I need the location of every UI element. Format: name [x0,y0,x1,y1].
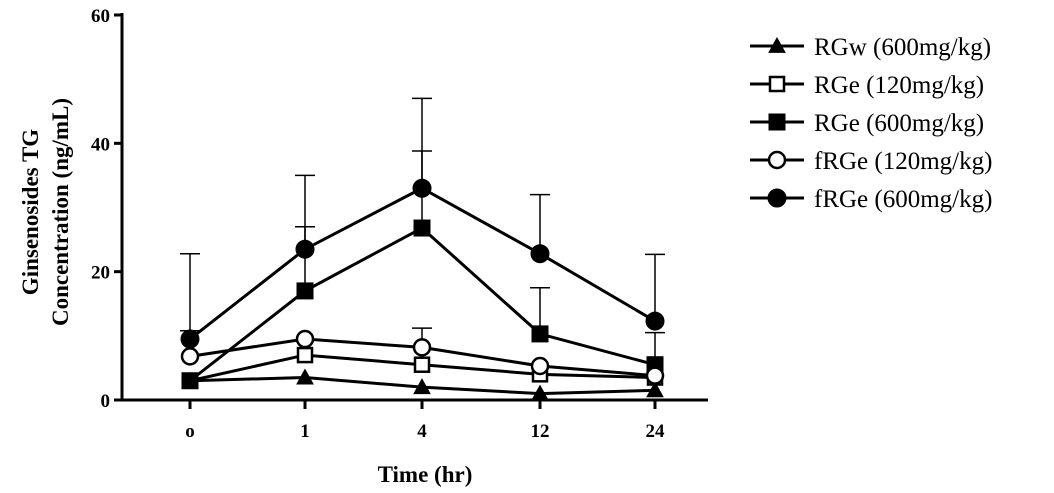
y-axis-title-line-2: Concentration (ng/mL) [48,98,73,326]
data-point [296,368,314,385]
data-point [295,329,315,349]
legend-marker [768,113,786,131]
legend-item: fRGe (120mg/kg) [750,148,992,175]
data-point [181,372,199,390]
legend-marker [768,75,786,93]
legend-label: RGe (600mg/kg) [814,110,984,137]
x-tick-label: 1 [300,421,310,442]
data-point [645,366,665,385]
y-tick-label: 0 [101,391,111,412]
data-point [296,282,314,300]
data-point [296,346,314,364]
y-tick-label: 20 [91,263,110,284]
data-point [180,329,200,349]
data-point [295,239,315,259]
data-point [531,384,549,401]
plot-area: 0 20 40 60 o 1 4 12 24 [91,6,708,442]
data-point [530,244,550,264]
y-tick-label: 60 [91,6,110,27]
data-point [413,356,431,373]
x-tick-label: 12 [531,421,550,442]
data-point [412,338,432,357]
legend-label: fRGe (600mg/kg) [814,186,992,213]
legend-item: RGe (120mg/kg) [750,72,984,99]
legend-marker [767,188,787,208]
data-point [530,356,550,376]
data-point [645,311,665,331]
legend-item: RGe (600mg/kg) [750,110,984,137]
y-axis-title-line-1: Ginsenosides TG [18,129,43,295]
x-tick-label: 4 [417,421,427,442]
data-point [646,381,664,398]
data-point [412,178,432,198]
legend-label: RGe (120mg/kg) [814,72,984,99]
data-point [413,378,431,395]
data-point [180,347,200,366]
x-tick-label: 24 [646,421,666,442]
x-axis-title: Time (hr) [378,462,473,487]
x-tick-label: o [185,421,195,442]
legend-label: RGw (600mg/kg) [814,34,991,61]
legend-marker [768,36,786,53]
legend-item: RGw (600mg/kg) [750,34,991,61]
legend-label: fRGe (120mg/kg) [814,148,992,175]
legend: RGw (600mg/kg) RGe (120mg/kg) RGe (600mg/k… [750,34,992,213]
legend-item: fRGe (600mg/kg) [750,186,992,213]
data-point [531,325,549,343]
y-axis-title: Ginsenosides TG Concentration (ng/mL) [18,98,73,326]
legend-marker [767,150,787,170]
y-tick-label: 40 [91,134,110,155]
data-point [413,219,431,237]
